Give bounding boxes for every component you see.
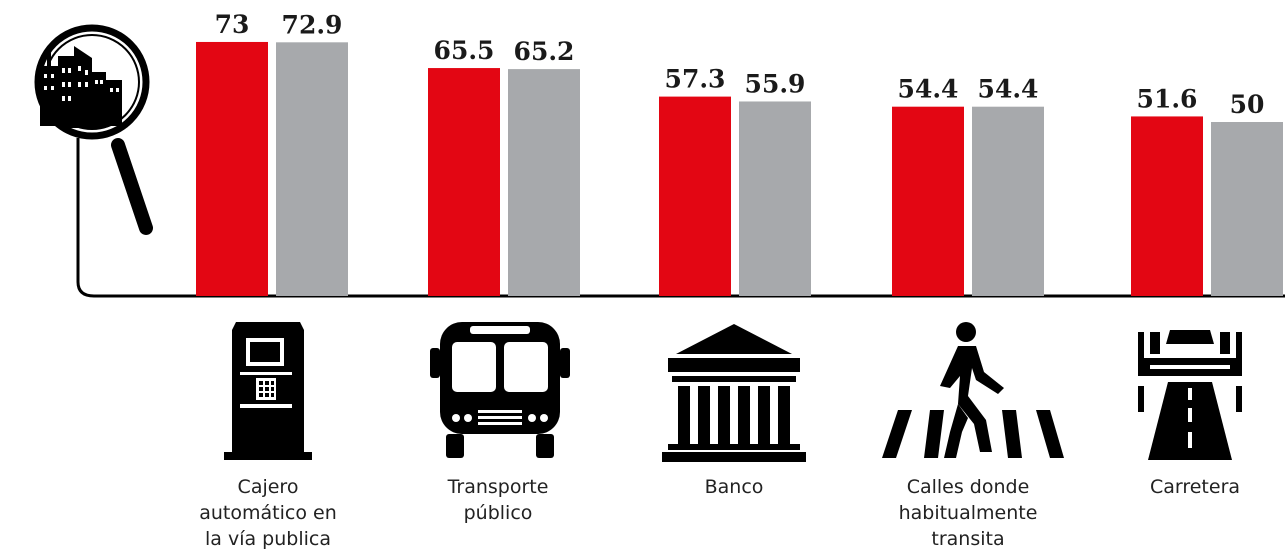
value-label-0-series-1: 72.9 bbox=[282, 10, 343, 39]
bar-0-series-0 bbox=[196, 41, 268, 297]
bar-2-series-0 bbox=[659, 96, 731, 296]
category-label-highway: Carretera bbox=[1149, 476, 1241, 498]
value-labels-layer: 73 72.9 65.5 65.2 57.3 55.9 54.4 54.4 51.6 50 bbox=[215, 10, 1265, 119]
highway-icon bbox=[1138, 330, 1242, 460]
value-label-0-series-0: 73 bbox=[215, 10, 250, 39]
value-label-4-series-1: 50 bbox=[1230, 90, 1265, 119]
category-label-public-transport: Transporte público bbox=[447, 476, 549, 524]
chart-baseline bbox=[76, 138, 1285, 298]
value-label-2-series-1: 55.9 bbox=[745, 69, 806, 98]
value-label-4-series-0: 51.6 bbox=[1137, 84, 1198, 113]
category-label-atm: Cajero automático en la vía publica bbox=[199, 476, 337, 550]
bar-4-series-1 bbox=[1211, 122, 1283, 296]
value-label-3-series-1: 54.4 bbox=[978, 75, 1039, 104]
bus-icon bbox=[430, 322, 570, 458]
bar-4-series-0 bbox=[1131, 116, 1203, 296]
bar-3-series-1 bbox=[972, 106, 1044, 296]
bar-3-series-0 bbox=[892, 106, 964, 296]
bank-icon bbox=[662, 324, 806, 462]
bar-0-series-1 bbox=[276, 42, 348, 296]
category-label-streets: Calles donde habitualmente transita bbox=[898, 476, 1038, 550]
magnifier-city-icon bbox=[34, 24, 153, 235]
value-label-3-series-0: 54.4 bbox=[898, 75, 959, 104]
bar-2-series-1 bbox=[739, 101, 811, 296]
value-label-1-series-0: 65.5 bbox=[434, 36, 495, 65]
value-label-1-series-1: 65.2 bbox=[514, 37, 575, 66]
category-label-bank: Banco bbox=[704, 476, 764, 498]
pedestrian-crossing-icon bbox=[882, 322, 1064, 458]
bars-layer bbox=[196, 41, 1283, 297]
value-label-2-series-0: 57.3 bbox=[665, 65, 726, 94]
bar-1-series-0 bbox=[428, 68, 500, 296]
atm-icon bbox=[224, 322, 312, 460]
bar-1-series-1 bbox=[508, 69, 580, 296]
